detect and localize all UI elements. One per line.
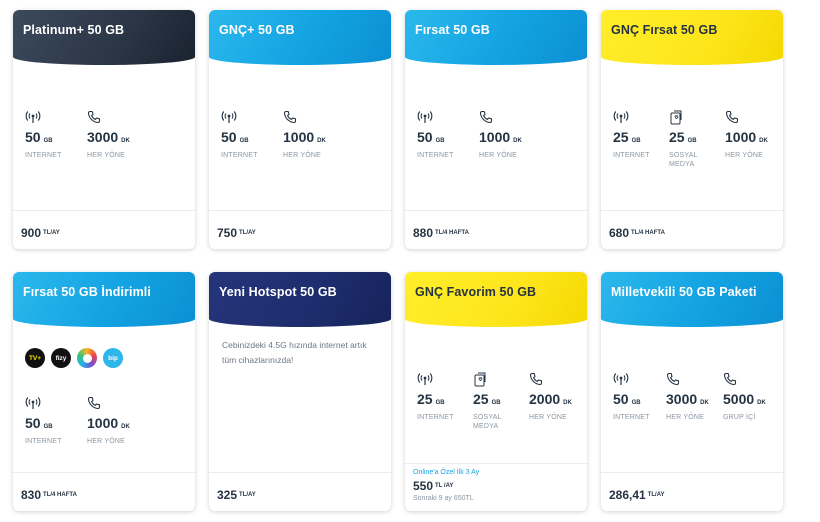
phone-icon [529, 372, 587, 388]
package-card-firsat-indirimli[interactable]: Fırsat 50 GB İndirimli TV+ fizy bip 50 GB… [13, 272, 195, 511]
price: 830 TL/4 HAFTA [21, 488, 77, 502]
feature-internet: 25 GB INTERNET [613, 110, 671, 160]
divider [209, 210, 391, 211]
package-card-genc-plus[interactable]: GNÇ+ 50 GB 50 GB INTERNET 1000 DK HER YÖNE… [209, 10, 391, 249]
divider [209, 472, 391, 473]
divider [601, 472, 783, 473]
phone-icon [283, 110, 341, 126]
card-title: Yeni Hotspot 50 GB [219, 285, 337, 299]
signal-icon [25, 110, 83, 126]
signal-icon [25, 396, 83, 412]
card-title: GNÇ Fırsat 50 GB [611, 23, 718, 37]
card-title: Platinum+ 50 GB [23, 23, 125, 37]
feature-minutes: 1000 DK HER YÖNE [725, 110, 783, 160]
package-card-genc-firsat[interactable]: GNÇ Fırsat 50 GB 25 GB INTERNET 25 GB SOSY… [601, 10, 783, 249]
price: 750 TL/AY [217, 226, 256, 240]
feature-internet: 50 GB INTERNET [25, 110, 83, 160]
signal-icon [613, 110, 671, 126]
price: 680 TL/4 HAFTA [609, 226, 665, 240]
after-price: Sonraki 9 ay 650TL [413, 495, 474, 502]
phone-icon [479, 110, 537, 126]
card-header: GNÇ+ 50 GB [209, 10, 391, 65]
package-card-genc-favorim[interactable]: GNÇ Favorim 50 GB 25 GB INTERNET 25 GB SOS… [405, 272, 587, 511]
price: 880 TL/4 HAFTA [413, 226, 469, 240]
phone-icon [87, 396, 145, 412]
package-card-hotspot[interactable]: Yeni Hotspot 50 GB Cebinizdeki 4.5G hızı… [209, 272, 391, 511]
package-card-firsat[interactable]: Fırsat 50 GB 50 GB INTERNET 1000 DK HER YÖ… [405, 10, 587, 249]
price: 900 TL/AY [21, 226, 60, 240]
phone-icon [87, 110, 145, 126]
package-card-platinum[interactable]: Platinum+ 50 GB 50 GB INTERNET 3000 DK HER… [13, 10, 195, 249]
feature-minutes: 3000 DK HER YÖNE [87, 110, 145, 160]
lifebox-icon [77, 348, 97, 368]
feature-internet: 50 GB INTERNET [221, 110, 279, 160]
divider [13, 210, 195, 211]
card-header: GNÇ Favorim 50 GB [405, 272, 587, 327]
divider [13, 472, 195, 473]
card-title: Milletvekili 50 GB Paketi [611, 285, 757, 299]
phone-icon [666, 372, 724, 388]
feature-minutes: 1000 DK HER YÖNE [87, 396, 145, 446]
feature-internet: 50 GB INTERNET [613, 372, 671, 422]
feature-minutes: 1000 DK HER YÖNE [283, 110, 341, 160]
card-title: Fırsat 50 GB İndirimli [23, 285, 151, 299]
feature-internet: 25 GB INTERNET [417, 372, 475, 422]
signal-icon [613, 372, 671, 388]
tvplus-icon: TV+ [25, 348, 45, 368]
signal-icon [417, 372, 475, 388]
feature-group-minutes: 5000 DK GRUP İÇİ [723, 372, 781, 422]
price: 550 [413, 479, 434, 493]
bip-icon: bip [103, 348, 123, 368]
promo-price: Online'a Özel İlk 3 Ay 550 TL /AY Sonraki… [413, 469, 583, 502]
divider [405, 463, 587, 464]
fizy-icon: fizy [51, 348, 71, 368]
feature-internet: 50 GB INTERNET [25, 396, 83, 446]
price: 286,41 TL/AY [609, 488, 665, 502]
feature-minutes: 2000 DK HER YÖNE [529, 372, 587, 422]
card-title: Fırsat 50 GB [415, 23, 490, 37]
social-media-icon [669, 110, 727, 126]
social-media-icon [473, 372, 531, 388]
card-header: Milletvekili 50 GB Paketi [601, 272, 783, 327]
card-title: GNÇ+ 50 GB [219, 23, 295, 37]
promo-label: Online'a Özel İlk 3 Ay [413, 469, 480, 476]
feature-social-media: 25 GB SOSYAL MEDYA [473, 372, 531, 431]
card-header: Platinum+ 50 GB [13, 10, 195, 65]
divider [405, 210, 587, 211]
feature-social-media: 25 GB SOSYAL MEDYA [669, 110, 727, 169]
phone-icon [725, 110, 783, 126]
feature-minutes: 1000 DK HER YÖNE [479, 110, 537, 160]
card-title: GNÇ Favorim 50 GB [415, 285, 537, 299]
divider [601, 210, 783, 211]
card-description: Cebinizdeki 4.5G hızında internet artık … [222, 340, 367, 365]
package-card-milletvekili[interactable]: Milletvekili 50 GB Paketi 50 GB INTERNET … [601, 272, 783, 511]
feature-internet: 50 GB INTERNET [417, 110, 475, 160]
card-header: Yeni Hotspot 50 GB [209, 272, 391, 327]
signal-icon [417, 110, 475, 126]
card-header: GNÇ Fırsat 50 GB [601, 10, 783, 65]
price: 325 TL/AY [217, 488, 256, 502]
app-icons: TV+ fizy bip [25, 348, 123, 368]
phone-icon [723, 372, 781, 388]
card-header: Fırsat 50 GB İndirimli [13, 272, 195, 327]
signal-icon [221, 110, 279, 126]
feature-minutes: 3000 DK HER YÖNE [666, 372, 724, 422]
card-header: Fırsat 50 GB [405, 10, 587, 65]
